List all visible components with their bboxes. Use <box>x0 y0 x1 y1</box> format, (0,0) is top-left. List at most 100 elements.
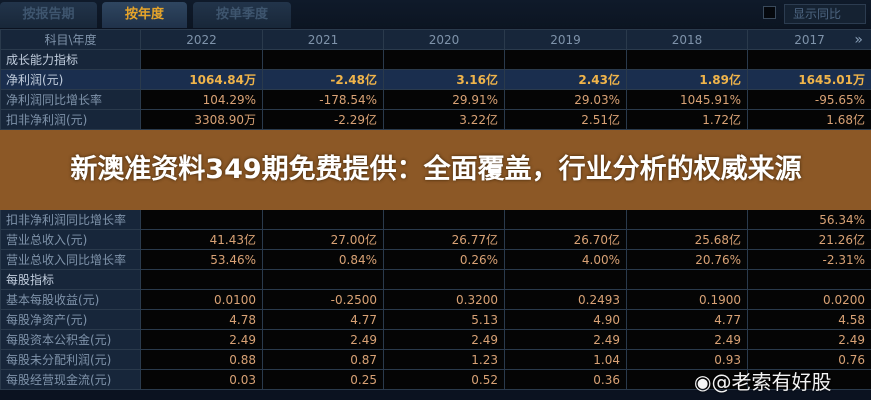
table-cell: 1.23 <box>383 349 505 370</box>
table-cell <box>262 269 384 290</box>
table-cell: 1.68亿 <box>747 109 871 130</box>
table-cell: 0.36 <box>504 369 627 390</box>
overlay-banner: 新澳准资料349期免费提供：全面覆盖，行业分析的权威来源 <box>0 129 871 210</box>
table-row[interactable]: 营业总收入(元) 41.43亿 27.00亿 26.77亿 26.70亿 25.68亿 21… <box>0 229 871 250</box>
table-row[interactable]: 扣非净利润(元) 3308.90万 -2.29亿 3.22亿 2.51亿 1.72亿 1.6… <box>0 109 871 130</box>
table-cell <box>262 209 384 230</box>
table-cell: -2.29亿 <box>262 109 384 130</box>
header-text: 科目\年度 <box>44 32 97 47</box>
table-row[interactable]: 营业总收入同比增长率 53.46% 0.84% 0.26% 4.00% 20.76% -2.… <box>0 249 871 270</box>
table-cell <box>747 49 871 70</box>
table-cell: 0.93 <box>626 349 748 370</box>
table-cell: 0.03 <box>140 369 263 390</box>
table-cell <box>383 49 505 70</box>
table-row[interactable]: 净利润(元) 1064.84万 -2.48亿 3.16亿 2.43亿 1.89亿 1645.… <box>0 69 871 90</box>
table-cell: 2.51亿 <box>504 109 627 130</box>
table-row[interactable]: 每股经营现金流(元) 0.03 0.25 0.52 0.36 <box>0 369 871 390</box>
table-cell <box>747 269 871 290</box>
table-cell: 29.03% <box>504 89 627 110</box>
table-cell: 56.34% <box>747 209 871 230</box>
table-row[interactable]: 扣非净利润同比增长率 56.34% <box>0 209 871 230</box>
year-header[interactable]: 2020 <box>383 29 505 50</box>
table-cell: 4.58 <box>747 309 871 330</box>
watermark-text: @老索有好股 <box>711 370 832 394</box>
table-cell: 2.49 <box>262 329 384 350</box>
header-row: 科目\年度 2022 2021 2020 2019 2018 2017 » <box>0 29 871 50</box>
table-row[interactable]: 每股资本公积金(元) 2.49 2.49 2.49 2.49 2.49 2.49 <box>0 329 871 350</box>
row-label: 营业总收入同比增长率 <box>0 249 141 270</box>
table-cell <box>626 369 748 390</box>
show-yoy-button[interactable]: 显示同比 <box>784 4 866 24</box>
table-cell: 1.04 <box>504 349 627 370</box>
row-label: 成长能力指标 <box>0 49 141 70</box>
year-header[interactable]: 2017 » <box>747 29 871 50</box>
table-cell: 1045.91% <box>626 89 748 110</box>
table-cell: 4.77 <box>626 309 748 330</box>
table-row[interactable]: 成长能力指标 <box>0 49 871 70</box>
table-row[interactable]: 每股未分配利润(元) 0.88 0.87 1.23 1.04 0.93 0.76 <box>0 349 871 370</box>
header-text: 2018 <box>671 32 703 47</box>
table-cell: 0.0100 <box>140 289 263 310</box>
table-cell <box>504 269 627 290</box>
row-label: 扣非净利润同比增长率 <box>0 209 141 230</box>
row-label: 每股经营现金流(元) <box>0 369 141 390</box>
tab-by-report-period[interactable]: 按报告期 <box>0 2 97 28</box>
table-cell: 2.49 <box>383 329 505 350</box>
table-cell: 0.88 <box>140 349 263 370</box>
table-cell: 0.25 <box>262 369 384 390</box>
table-cell <box>626 209 748 230</box>
table-cell: -178.54% <box>262 89 384 110</box>
year-header[interactable]: 2021 <box>262 29 384 50</box>
table-cell: 53.46% <box>140 249 263 270</box>
row-label: 每股资本公积金(元) <box>0 329 141 350</box>
header-text: 2020 <box>428 32 460 47</box>
row-label: 每股未分配利润(元) <box>0 349 141 370</box>
table-cell: 104.29% <box>140 89 263 110</box>
table-row[interactable]: 基本每股收益(元) 0.0100 -0.2500 0.3200 0.2493 0.1900… <box>0 289 871 310</box>
table-cell <box>504 209 627 230</box>
top-bar: 按报告期 按年度 按单季度 显示同比 <box>0 0 871 28</box>
table-cell: -2.48亿 <box>262 69 384 90</box>
table-row[interactable]: 每股指标 <box>0 269 871 290</box>
row-label: 扣非净利润(元) <box>0 109 141 130</box>
table-cell <box>262 49 384 70</box>
tab-by-quarter[interactable]: 按单季度 <box>193 2 291 28</box>
table-cell <box>626 269 748 290</box>
row-label: 基本每股收益(元) <box>0 289 141 310</box>
table-cell <box>140 209 263 230</box>
table-cell: 3.16亿 <box>383 69 505 90</box>
year-header[interactable]: 2018 <box>626 29 748 50</box>
tab-by-year[interactable]: 按年度 <box>102 2 187 28</box>
table-cell: 0.3200 <box>383 289 505 310</box>
table-row[interactable]: 净利润同比增长率 104.29% -178.54% 29.91% 29.03% 1045.… <box>0 89 871 110</box>
table-cell: 21.26亿 <box>747 229 871 250</box>
table-row[interactable]: 每股净资产(元) 4.78 4.77 5.13 4.90 4.77 4.58 <box>0 309 871 330</box>
table-cell: 1064.84万 <box>140 69 263 90</box>
table-cell: -95.65% <box>747 89 871 110</box>
table-cell: 0.26% <box>383 249 505 270</box>
row-label: 净利润同比增长率 <box>0 89 141 110</box>
row-label: 每股净资产(元) <box>0 309 141 330</box>
table-cell: 2.43亿 <box>504 69 627 90</box>
column-header-label: 科目\年度 <box>0 29 141 50</box>
table-cell: -0.2500 <box>262 289 384 310</box>
double-chevron-right-icon[interactable]: » <box>854 31 863 48</box>
banner-text: 新澳准资料349期免费提供：全面覆盖，行业分析的权威来源 <box>70 153 802 185</box>
table-cell <box>383 269 505 290</box>
table-cell: 0.1900 <box>626 289 748 310</box>
table-cell: 0.0200 <box>747 289 871 310</box>
table-cell: 2.49 <box>140 329 263 350</box>
row-label: 每股指标 <box>0 269 141 290</box>
table-cell: 20.76% <box>626 249 748 270</box>
year-header[interactable]: 2019 <box>504 29 627 50</box>
table-cell: 4.90 <box>504 309 627 330</box>
table-cell: 2.49 <box>504 329 627 350</box>
table-cell: 26.70亿 <box>504 229 627 250</box>
table-cell: 0.76 <box>747 349 871 370</box>
yoy-checkbox[interactable] <box>763 6 776 19</box>
header-text: 2021 <box>307 32 339 47</box>
header-text: 2022 <box>186 32 217 47</box>
header-text: 2017 <box>794 32 825 47</box>
year-header[interactable]: 2022 <box>140 29 263 50</box>
header-text: 2019 <box>550 32 581 47</box>
